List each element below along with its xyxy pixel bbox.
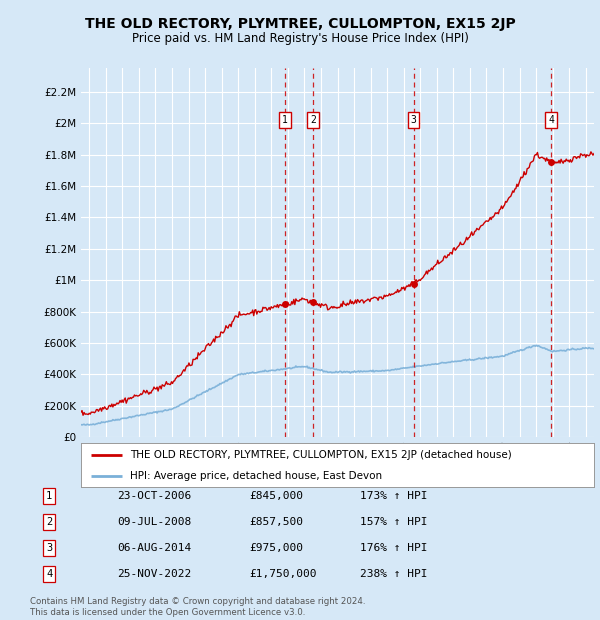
Text: 06-AUG-2014: 06-AUG-2014 xyxy=(117,543,191,553)
Text: 09-JUL-2008: 09-JUL-2008 xyxy=(117,517,191,527)
Text: 4: 4 xyxy=(46,569,52,579)
Text: 4: 4 xyxy=(548,115,554,125)
Text: 3: 3 xyxy=(410,115,416,125)
Text: 173% ↑ HPI: 173% ↑ HPI xyxy=(360,491,427,501)
Text: £1,750,000: £1,750,000 xyxy=(249,569,317,579)
Text: 25-NOV-2022: 25-NOV-2022 xyxy=(117,569,191,579)
Text: HPI: Average price, detached house, East Devon: HPI: Average price, detached house, East… xyxy=(130,471,382,481)
Text: THE OLD RECTORY, PLYMTREE, CULLOMPTON, EX15 2JP (detached house): THE OLD RECTORY, PLYMTREE, CULLOMPTON, E… xyxy=(130,451,511,461)
Text: 2: 2 xyxy=(310,115,316,125)
Text: 176% ↑ HPI: 176% ↑ HPI xyxy=(360,543,427,553)
Text: Contains HM Land Registry data © Crown copyright and database right 2024.
This d: Contains HM Land Registry data © Crown c… xyxy=(30,598,365,617)
Text: 1: 1 xyxy=(282,115,288,125)
Text: £845,000: £845,000 xyxy=(249,491,303,501)
Text: THE OLD RECTORY, PLYMTREE, CULLOMPTON, EX15 2JP: THE OLD RECTORY, PLYMTREE, CULLOMPTON, E… xyxy=(85,17,515,32)
Text: 1: 1 xyxy=(46,491,52,501)
Text: 23-OCT-2006: 23-OCT-2006 xyxy=(117,491,191,501)
Text: £857,500: £857,500 xyxy=(249,517,303,527)
Text: 2: 2 xyxy=(46,517,52,527)
Text: 157% ↑ HPI: 157% ↑ HPI xyxy=(360,517,427,527)
Text: 238% ↑ HPI: 238% ↑ HPI xyxy=(360,569,427,579)
Text: 3: 3 xyxy=(46,543,52,553)
Text: Price paid vs. HM Land Registry's House Price Index (HPI): Price paid vs. HM Land Registry's House … xyxy=(131,32,469,45)
Text: £975,000: £975,000 xyxy=(249,543,303,553)
